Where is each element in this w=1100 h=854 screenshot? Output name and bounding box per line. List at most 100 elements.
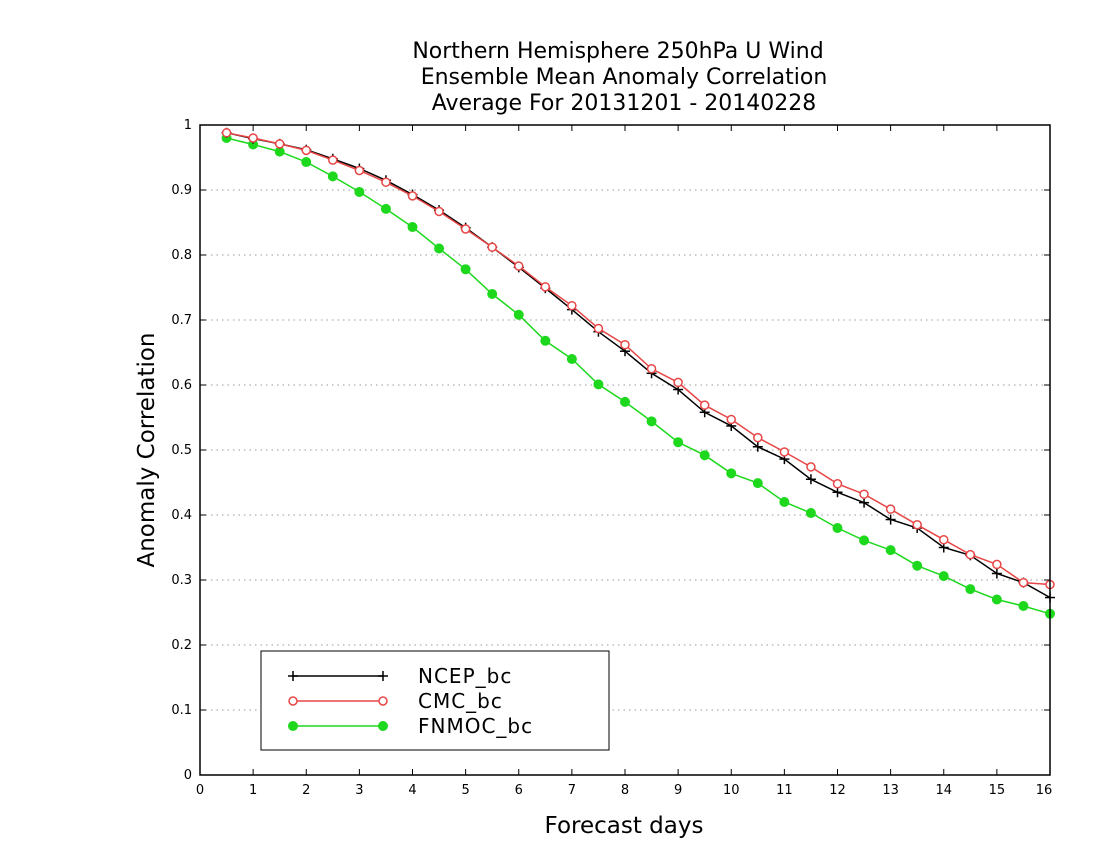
legend-marker (288, 696, 298, 706)
data-point (434, 243, 445, 254)
data-point (460, 264, 471, 275)
title-line-3: Average For 20131201 - 20140228 (432, 91, 817, 116)
data-point (726, 414, 736, 425)
data-point (859, 535, 870, 546)
data-point (885, 504, 896, 514)
series-line (226, 137, 1051, 615)
title-line-2: Ensemble Mean Anomaly Correlation (421, 65, 828, 90)
data-point (327, 171, 338, 182)
y-axis: 0 0.1 0.2 0.3 0.4 0.5 0.6 0.7 0.8 0.9 1 (171, 118, 1050, 783)
data-point (646, 364, 657, 374)
data-point (274, 139, 285, 149)
data-point (301, 157, 312, 168)
y-tick-label: 0.6 (171, 378, 192, 393)
data-point (832, 479, 843, 489)
data-point (540, 282, 551, 292)
x-tick-label: 2 (302, 783, 310, 798)
data-point (407, 191, 418, 201)
data-point (487, 289, 498, 299)
x-tick-label: 6 (515, 783, 523, 798)
data-point (354, 186, 365, 197)
series-line (226, 132, 1051, 586)
x-tick-label: 4 (408, 783, 416, 798)
data-point (752, 478, 763, 489)
x-tick-label: 16 (1036, 783, 1053, 798)
data-point (912, 560, 923, 571)
chart-title: Northern Hemisphere 250hPa U Wind Ensemb… (412, 39, 827, 116)
data-point (938, 571, 949, 582)
data-point (380, 203, 391, 214)
series-fnmoc-bc (221, 133, 1055, 619)
data-point (328, 155, 338, 165)
data-point (620, 396, 630, 407)
data-point (805, 508, 816, 519)
x-tick-label: 11 (776, 783, 793, 798)
series-area (221, 127, 1055, 619)
data-point (832, 523, 843, 533)
data-point (567, 300, 577, 311)
data-point (620, 339, 630, 350)
data-point (673, 377, 683, 388)
legend-label: FNMOC_bc (418, 714, 533, 738)
data-point (699, 450, 710, 461)
data-point (434, 206, 444, 217)
x-tick-label: 0 (196, 783, 204, 798)
data-point (301, 145, 311, 156)
series-line (226, 132, 1051, 599)
x-axis: 0 1 2 3 4 5 6 7 8 9 10 11 12 13 14 15 16 (196, 125, 1052, 798)
data-point (381, 177, 391, 187)
data-point (779, 497, 790, 507)
y-tick-label: 0 (184, 768, 192, 783)
data-point (806, 462, 816, 472)
data-point (992, 559, 1002, 570)
y-tick-label: 0.3 (171, 573, 192, 588)
data-point (753, 432, 763, 443)
legend-entry: CMC_bc (288, 689, 503, 713)
y-tick-label: 0.7 (171, 313, 192, 328)
data-point (991, 594, 1002, 605)
data-point (939, 534, 949, 545)
x-tick-label: 12 (829, 783, 846, 798)
y-tick-label: 0.8 (171, 248, 192, 263)
data-point (912, 520, 922, 530)
data-point (487, 242, 497, 252)
data-point (1018, 577, 1029, 588)
data-point (699, 400, 710, 410)
legend-entry: FNMOC_bc (288, 714, 533, 738)
x-axis-label: Forecast days (545, 813, 704, 839)
y-tick-label: 0.5 (171, 443, 192, 458)
x-tick-label: 7 (568, 783, 576, 798)
x-tick-label: 1 (249, 783, 257, 798)
data-point (779, 447, 790, 457)
data-point (673, 437, 684, 448)
x-tick-label: 8 (621, 783, 629, 798)
data-point (407, 222, 418, 233)
y-axis-label: Anomaly Correlation (134, 332, 160, 567)
x-tick-label: 5 (461, 783, 469, 798)
y-tick-label: 1 (184, 118, 192, 133)
legend-entry: NCEP_bc (288, 664, 511, 688)
data-point (593, 379, 604, 390)
data-point (726, 468, 737, 479)
data-point (513, 309, 524, 320)
data-point (593, 323, 604, 334)
series-cmc-bc (221, 128, 1055, 590)
x-tick-label: 13 (882, 783, 899, 798)
legend-label: CMC_bc (418, 689, 503, 713)
y-tick-label: 0.4 (171, 508, 192, 523)
data-point (885, 545, 896, 556)
y-tick-label: 0.2 (171, 638, 192, 653)
y-tick-label: 0.1 (171, 703, 192, 718)
x-tick-label: 3 (355, 783, 363, 798)
data-point (354, 165, 365, 176)
legend-marker (378, 696, 388, 706)
x-tick-label: 15 (989, 783, 1006, 798)
data-point (460, 224, 471, 234)
data-point (859, 489, 869, 499)
data-point (248, 133, 258, 143)
legend-marker (288, 721, 298, 731)
y-tick-label: 0.9 (171, 183, 192, 198)
